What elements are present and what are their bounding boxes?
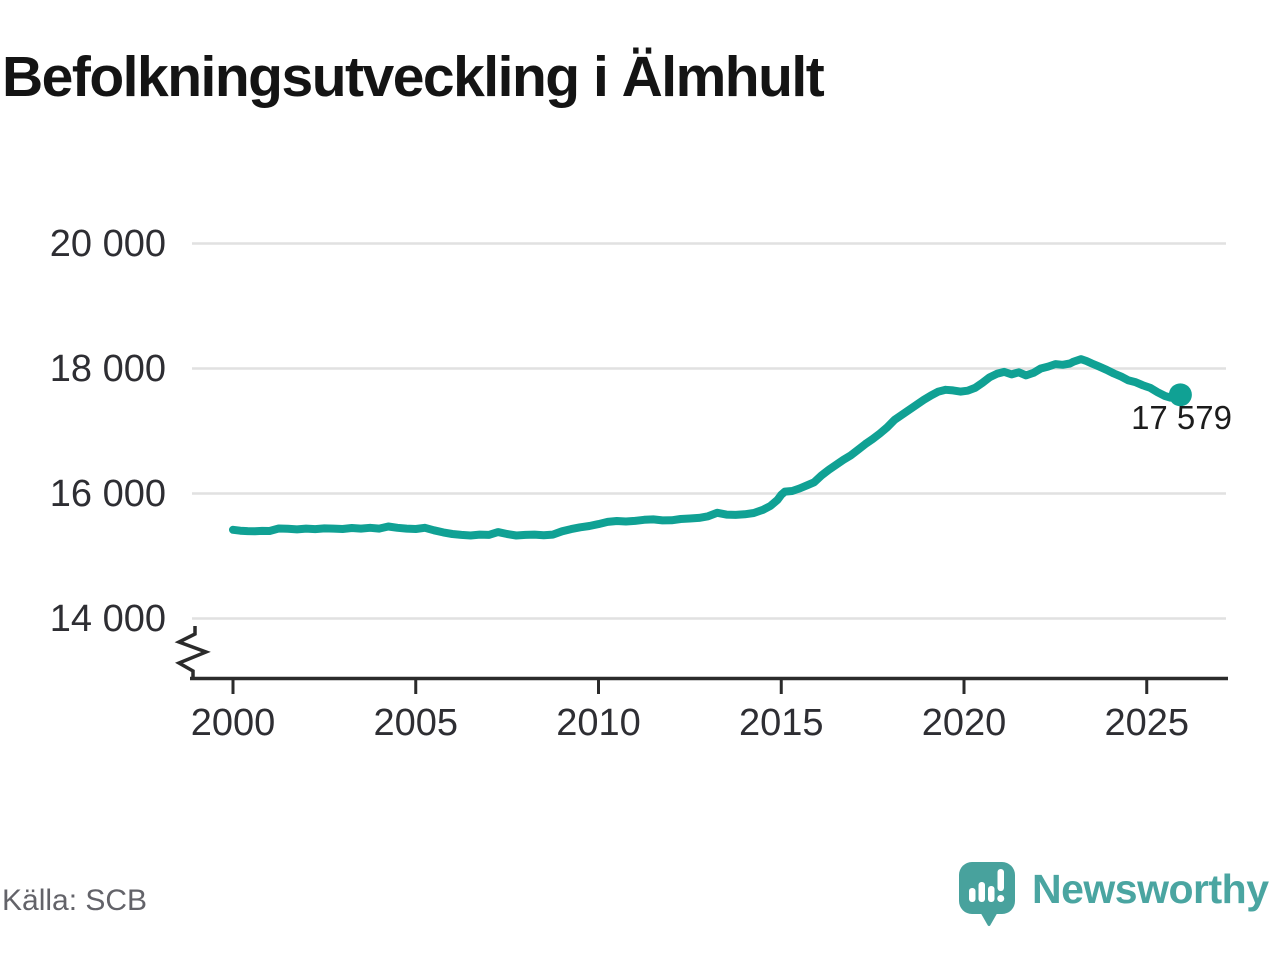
source-note: Källa: SCB (2, 884, 148, 917)
y-tick-label-14000: 14 000 (49, 597, 166, 640)
newsworthy-logo-text: Newsworthy (1032, 866, 1269, 912)
x-tick-label-2005: 2005 (373, 702, 459, 744)
logo-exclamation-dot (997, 895, 1005, 902)
last-point-marker (1168, 383, 1192, 407)
y-tick-label-20000: 20 000 (49, 222, 166, 265)
y-axis-break (174, 626, 211, 677)
logo-bar-3 (988, 886, 995, 902)
logo-bar-1 (969, 888, 976, 902)
x-tick-label-2010: 2010 (556, 702, 641, 744)
x-tick-label-2000: 2000 (190, 702, 276, 744)
logo-exclamation-bar (997, 869, 1004, 891)
logo-bar-2 (978, 882, 985, 902)
newsworthy-logo: Newsworthy (956, 860, 1269, 928)
y-tick-label-16000: 16 000 (49, 472, 166, 515)
chart-title: Befolkningsutveckling i Älmhult (2, 45, 825, 109)
x-tick-label-2020: 2020 (921, 702, 1007, 744)
x-tick-label-2015: 2015 (738, 702, 824, 744)
x-tick-label-2025: 2025 (1104, 702, 1190, 744)
newsworthy-logo-icon (959, 862, 1015, 927)
last-value-label: 17 579 (1131, 399, 1232, 436)
population-line (229, 355, 1185, 540)
y-tick-label-18000: 18 000 (49, 347, 166, 390)
